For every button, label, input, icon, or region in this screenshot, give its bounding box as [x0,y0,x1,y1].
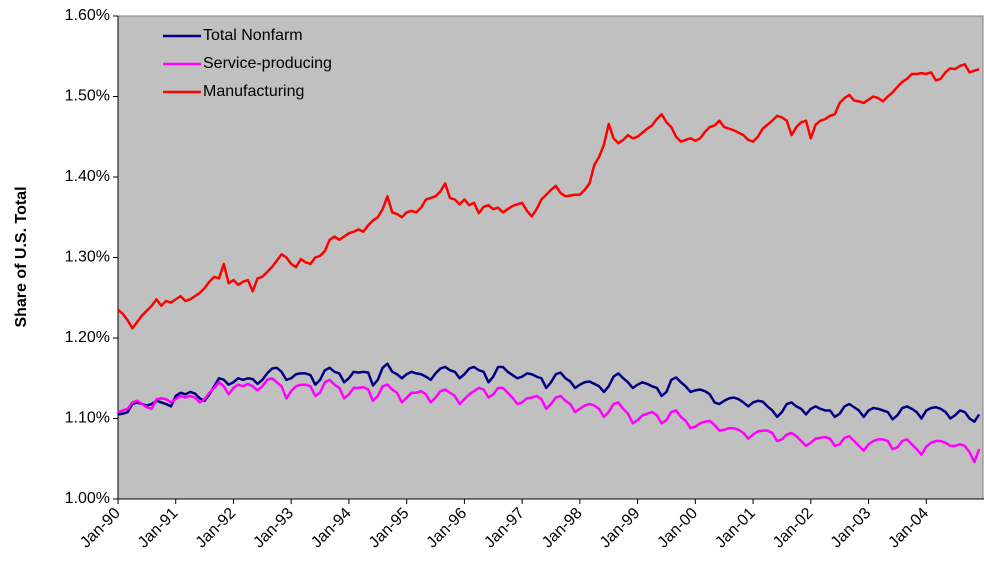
x-tick-label: Jan-91 [135,505,182,552]
legend-label: Total Nonfarm [203,27,303,44]
y-axis-label: Share of U.S. Total [13,186,30,327]
x-tick-label: Jan-00 [655,505,702,552]
x-tick-label: Jan-03 [828,505,875,552]
x-tick-label: Jan-94 [308,505,355,552]
plot-area [117,15,984,500]
x-tick-label: Jan-01 [712,505,759,552]
x-tick-label: Jan-02 [770,505,817,552]
x-tick-label: Jan-90 [77,505,124,552]
legend-label: Manufacturing [203,83,304,100]
y-tick-label: 1.30% [65,249,110,266]
y-tick-label: 1.00% [65,490,110,507]
series-line [117,377,981,464]
legend-label: Service-producing [203,55,332,72]
y-tick-label: 1.60% [65,7,110,24]
y-tick-label: 1.20% [65,329,110,346]
series-line [117,362,981,423]
y-tick-label: 1.10% [65,410,110,427]
x-tick-label: Jan-95 [366,505,413,552]
x-tick-label: Jan-92 [193,505,240,552]
y-tick-label: 1.40% [65,168,110,185]
x-tick-label: Jan-99 [597,505,644,552]
series-line [117,63,980,330]
y-tick-label: 1.50% [65,88,110,105]
x-tick-label: Jan-97 [481,505,528,552]
x-tick-label: Jan-98 [539,505,586,552]
x-tick-label: Jan-96 [424,505,471,552]
x-tick-label: Jan-04 [885,505,932,552]
x-tick-label: Jan-93 [250,505,297,552]
